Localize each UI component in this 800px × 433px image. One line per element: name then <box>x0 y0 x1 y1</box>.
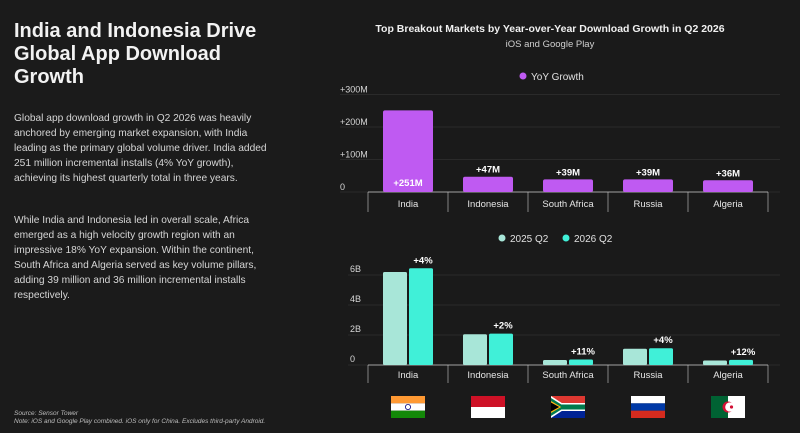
summary-paragraph-2: While India and Indonesia led in overall… <box>14 215 257 301</box>
data-label: +39M <box>636 167 660 178</box>
x-tick-label: Algeria <box>713 370 743 381</box>
bar-2026 <box>569 359 593 365</box>
chart-canvas: Top Breakout Markets by Year-over-Year D… <box>340 23 780 418</box>
chart-panel: Top Breakout Markets by Year-over-Year D… <box>300 0 800 433</box>
flag-band <box>391 410 425 418</box>
flag-shape <box>551 402 560 412</box>
flag-band <box>631 410 665 418</box>
bar-yoy <box>463 176 513 192</box>
chart-subtitle: iOS and Google Play <box>506 39 595 50</box>
flag-crescent-cut <box>725 402 735 412</box>
left-panel: India and Indonesia Drive Global App Dow… <box>0 0 300 433</box>
bar-2026 <box>409 268 433 365</box>
data-label: +39M <box>556 167 580 178</box>
x-tick-label: Indonesia <box>467 370 509 381</box>
chart-title: Top Breakout Markets by Year-over-Year D… <box>375 23 724 35</box>
x-tick-label: South Africa <box>542 370 594 381</box>
data-label: +36M <box>716 168 740 179</box>
y-tick-label: 2B <box>350 324 361 334</box>
data-label: +47M <box>476 165 500 176</box>
x-tick-label: Algeria <box>713 199 743 210</box>
bar-2025 <box>463 334 487 365</box>
flag-wheel <box>405 403 412 410</box>
y-tick-label: +300M <box>340 85 368 95</box>
legend-swatch-2025 <box>498 234 506 242</box>
flag-band <box>471 407 505 418</box>
algeria-flag-icon <box>711 396 745 418</box>
y-tick-label: 6B <box>350 264 361 274</box>
growth-label: +4% <box>653 335 673 346</box>
bar-2025 <box>383 272 407 365</box>
flag-band <box>631 396 665 404</box>
bar-yoy <box>703 180 753 192</box>
bar-yoy <box>543 179 593 192</box>
bar-2026 <box>649 348 673 365</box>
y-tick-label: 4B <box>350 294 361 304</box>
legend-label-yoy: YoY Growth <box>531 72 584 83</box>
flag-band <box>551 396 585 407</box>
bar-2025 <box>543 360 567 365</box>
flag-band <box>631 403 665 411</box>
x-tick-label: India <box>398 199 419 210</box>
y-tick-label: +100M <box>340 150 368 160</box>
flag-band <box>391 403 425 411</box>
flag-band <box>391 396 425 404</box>
bar-yoy <box>383 110 433 192</box>
y-tick-label: +200M <box>340 117 368 127</box>
flag-band <box>728 396 745 418</box>
flag-band <box>471 396 505 407</box>
summary-paragraph-1: Global app download growth in Q2 2026 wa… <box>14 113 267 184</box>
x-tick-label: Indonesia <box>467 199 509 210</box>
bar-2025 <box>623 348 647 365</box>
legend-swatch-2026 <box>562 234 570 242</box>
growth-label: +11% <box>571 346 596 357</box>
data-label: +251M <box>393 178 422 189</box>
flag-star <box>729 405 734 409</box>
flag-band <box>711 396 728 418</box>
legend-label-2026: 2026 Q2 <box>574 234 613 245</box>
footer: Source: Sensor Tower Note: iOS and Googl… <box>14 410 294 426</box>
bar-yoy <box>623 179 673 192</box>
x-tick-label: Russia <box>633 199 663 210</box>
source-note: Source: Sensor Tower <box>14 410 79 417</box>
page-title: India and Indonesia Drive Global App Dow… <box>14 20 257 88</box>
bar-2026 <box>489 333 513 365</box>
flag-shape <box>561 404 585 410</box>
india-flag-icon <box>391 396 425 418</box>
x-tick-label: Russia <box>633 370 663 381</box>
growth-label: +2% <box>493 321 513 332</box>
methodology-note: Note: iOS and Google Play combined. iOS … <box>14 418 266 425</box>
russia-flag-icon <box>631 396 665 418</box>
indonesia-flag-icon <box>471 396 505 418</box>
growth-label: +4% <box>413 255 433 266</box>
growth-label: +12% <box>731 347 756 358</box>
y-tick-label: 0 <box>350 354 355 364</box>
legend-swatch-yoy <box>519 72 527 80</box>
flag-band <box>551 407 585 418</box>
bar-2026 <box>729 359 753 365</box>
legend-label-2025: 2025 Q2 <box>510 234 549 245</box>
x-tick-label: South Africa <box>542 199 594 210</box>
south-africa-flag-icon <box>551 396 585 418</box>
bar-2025 <box>703 360 727 365</box>
x-tick-label: India <box>398 370 419 381</box>
y-tick-label: 0 <box>340 182 345 192</box>
